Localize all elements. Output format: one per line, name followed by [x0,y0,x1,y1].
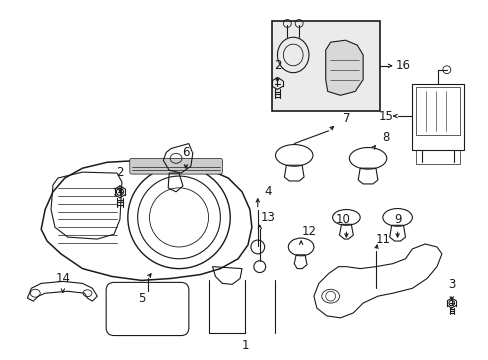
FancyBboxPatch shape [129,158,222,174]
Text: 11: 11 [375,233,389,246]
Text: 10: 10 [335,213,350,226]
Text: 1: 1 [241,339,248,352]
Text: 2: 2 [116,166,123,179]
Text: 9: 9 [393,213,401,226]
Bar [415,87,459,135]
Text: 12: 12 [301,225,316,238]
Text: 4: 4 [264,185,271,198]
Text: 8: 8 [381,131,388,144]
Text: 3: 3 [447,278,454,291]
Bar [411,84,463,150]
Bar [415,150,459,164]
Text: 16: 16 [395,59,410,72]
Text: 2: 2 [273,59,281,72]
Text: 13: 13 [260,211,275,224]
Bar [271,21,379,111]
Text: 15: 15 [378,109,392,122]
Text: 14: 14 [55,272,70,285]
Text: 5: 5 [138,292,145,305]
Text: 7: 7 [342,112,349,125]
Text: 6: 6 [182,146,189,159]
Polygon shape [325,40,363,95]
